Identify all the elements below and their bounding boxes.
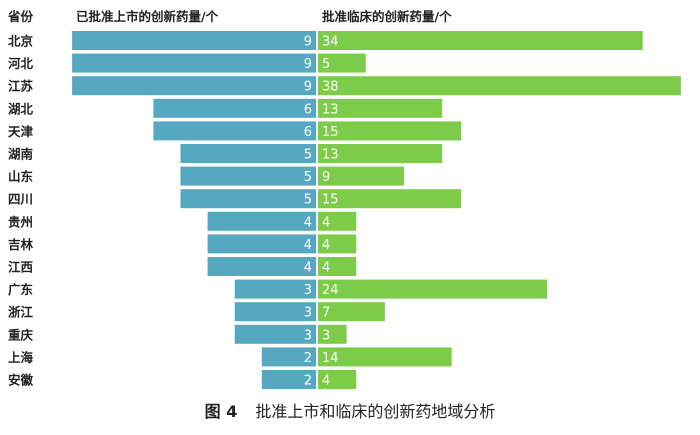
right-value-label: 14: [322, 351, 339, 366]
right-value-label: 38: [322, 80, 339, 95]
figure-label: 图 4: [204, 402, 238, 421]
left-value-label: 4: [304, 238, 312, 253]
right-value-label: 13: [322, 102, 339, 117]
left-bar: [153, 121, 316, 141]
category-label: 天津: [8, 124, 34, 139]
category-label: 江西: [8, 260, 33, 275]
right-value-label: 7: [322, 306, 330, 321]
left-value-label: 9: [304, 80, 312, 95]
left-value-label: 6: [304, 125, 312, 140]
right-series-header: 批准临床的创新药量/个: [322, 9, 452, 24]
left-value-label: 2: [304, 374, 312, 389]
right-value-label: 24: [322, 283, 339, 298]
right-value-label: 5: [322, 57, 330, 72]
right-value-label: 9: [322, 170, 330, 185]
right-value-label: 4: [322, 261, 330, 276]
left-bar: [234, 279, 316, 299]
category-label: 山东: [8, 169, 34, 184]
right-bar: [318, 166, 404, 186]
left-value-label: 4: [304, 261, 312, 276]
right-bar: [318, 234, 357, 254]
right-value-label: 3: [322, 328, 330, 343]
left-bar: [207, 211, 316, 231]
left-value-label: 6: [304, 102, 312, 117]
left-bar: [234, 324, 316, 344]
right-bar: [318, 279, 548, 299]
right-bar: [318, 189, 462, 209]
right-bar: [318, 76, 681, 96]
left-bar: [207, 257, 316, 276]
right-bar: [318, 302, 385, 322]
right-value-label: 4: [322, 374, 330, 389]
category-label: 安徽: [8, 373, 34, 388]
left-value-label: 2: [304, 351, 312, 366]
category-label: 湖北: [8, 101, 34, 116]
left-bar: [180, 189, 316, 209]
right-bar: [318, 144, 443, 163]
left-bar: [261, 370, 316, 389]
category-label: 广东: [8, 282, 34, 297]
right-bar: [318, 98, 443, 118]
left-bar: [180, 144, 316, 163]
left-value-label: 3: [304, 283, 312, 298]
category-label: 上海: [8, 350, 34, 365]
right-bar: [318, 347, 452, 367]
left-bar: [72, 31, 316, 50]
left-bar: [153, 98, 316, 118]
category-label: 四川: [8, 192, 33, 207]
left-value-label: 3: [304, 328, 312, 343]
right-bar: [318, 257, 357, 276]
left-value-label: 9: [304, 57, 312, 72]
left-value-label: 5: [304, 148, 312, 163]
left-series-header: 已批准上市的创新药量/个: [76, 9, 219, 24]
category-label: 吉林: [8, 237, 34, 252]
left-bar: [180, 166, 316, 186]
right-value-label: 15: [322, 193, 339, 208]
left-bar: [207, 234, 316, 254]
right-bar: [318, 121, 462, 141]
right-value-label: 4: [322, 215, 330, 230]
category-label: 浙江: [8, 305, 34, 320]
figure-caption: 图 4 批准上市和临床的创新药地域分析: [0, 398, 700, 422]
left-value-label: 3: [304, 306, 312, 321]
category-label: 江苏: [8, 79, 34, 94]
right-value-label: 4: [322, 238, 330, 253]
left-bar: [72, 76, 316, 96]
right-value-label: 15: [322, 125, 339, 140]
category-label: 贵州: [8, 214, 33, 229]
category-label: 河北: [8, 56, 34, 71]
left-value-label: 5: [304, 193, 312, 208]
right-value-label: 13: [322, 148, 339, 163]
right-value-label: 34: [322, 35, 339, 50]
category-header: 省份: [7, 9, 34, 24]
category-label: 湖南: [8, 147, 34, 162]
right-bar: [318, 370, 357, 389]
right-bar: [318, 31, 643, 50]
right-bar: [318, 211, 357, 231]
left-value-label: 5: [304, 170, 312, 185]
category-label: 重庆: [8, 327, 34, 342]
right-bar: [318, 53, 366, 73]
right-bar: [318, 324, 347, 344]
left-bar: [261, 347, 316, 367]
caption-text: 批准上市和临床的创新药地域分析: [255, 402, 496, 421]
left-value-label: 4: [304, 215, 312, 230]
category-label: 北京: [8, 34, 34, 49]
left-bar: [234, 302, 316, 322]
left-bar: [72, 53, 316, 73]
left-value-label: 9: [304, 35, 312, 50]
